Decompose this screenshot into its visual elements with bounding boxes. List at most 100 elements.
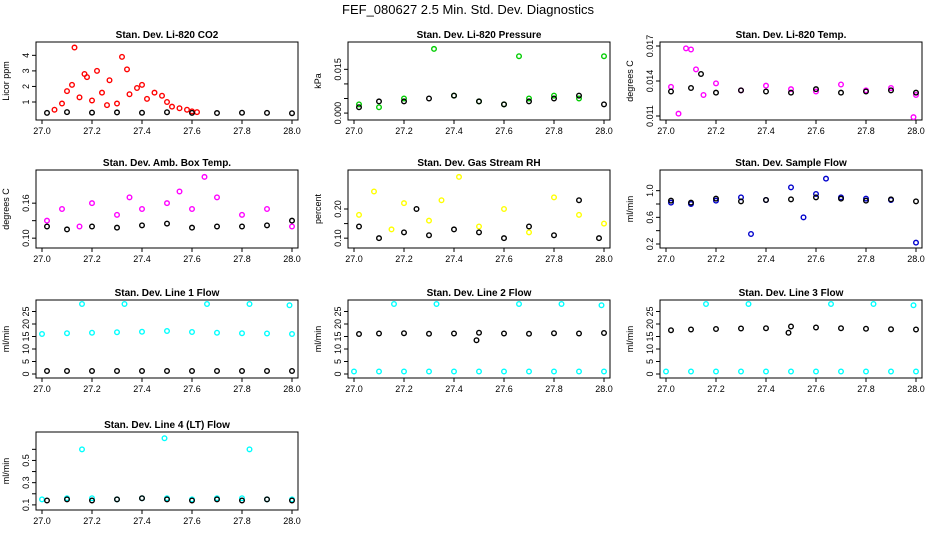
data-point bbox=[438, 197, 445, 204]
chart-title: Stan. Dev. Line 4 (LT) Flow bbox=[104, 420, 230, 431]
data-point bbox=[687, 85, 694, 92]
chart-svg: Stan. Dev. Amb. Box Temp. 27.0 27.2 27.4 27.… bbox=[1, 158, 301, 264]
data-point bbox=[39, 496, 46, 503]
data-point bbox=[375, 330, 382, 337]
data-point bbox=[683, 45, 690, 52]
data-point bbox=[475, 98, 482, 105]
data-point bbox=[450, 226, 457, 233]
data-point bbox=[238, 495, 245, 502]
data-point bbox=[400, 95, 407, 102]
data-point bbox=[264, 109, 271, 116]
data-point bbox=[163, 200, 170, 207]
data-point bbox=[238, 223, 245, 230]
y-tick-label: 1.0 bbox=[645, 184, 655, 197]
plot-frame bbox=[659, 41, 923, 121]
data-point bbox=[356, 104, 363, 111]
data-point bbox=[289, 367, 296, 374]
y-tick-label: 0.014 bbox=[645, 70, 655, 93]
data-point bbox=[213, 110, 220, 117]
y-tick-label: 25 bbox=[21, 306, 31, 316]
data-point bbox=[356, 101, 363, 108]
data-point bbox=[601, 53, 608, 60]
data-point bbox=[425, 368, 432, 375]
series-reference bbox=[668, 194, 920, 206]
data-point bbox=[163, 220, 170, 227]
data-point bbox=[668, 83, 675, 90]
x-tick-label: 27.6 bbox=[495, 254, 513, 264]
data-point bbox=[762, 368, 769, 375]
x-tick-label: 27.4 bbox=[757, 384, 775, 394]
data-point bbox=[913, 91, 920, 98]
data-point bbox=[78, 446, 85, 453]
data-point bbox=[375, 235, 382, 242]
data-point bbox=[98, 89, 105, 96]
series-primary bbox=[39, 435, 296, 503]
y-axis-label: ml/min bbox=[1, 458, 11, 485]
y-tick-label: 0.011 bbox=[645, 105, 655, 127]
data-point bbox=[63, 226, 70, 233]
y-tick-label: 5 bbox=[645, 359, 655, 364]
plot-frame bbox=[347, 299, 611, 379]
series-primary bbox=[351, 301, 608, 375]
y-axis-label: degrees C bbox=[1, 188, 11, 230]
data-point bbox=[550, 330, 557, 337]
y-tick-label: 0.10 bbox=[21, 229, 31, 247]
data-point bbox=[264, 367, 271, 374]
data-point bbox=[246, 446, 253, 453]
data-point bbox=[188, 206, 195, 213]
data-point bbox=[812, 86, 819, 93]
data-point bbox=[576, 330, 583, 337]
x-tick-label: 28.0 bbox=[907, 126, 925, 136]
y-tick-label: 4 bbox=[21, 53, 31, 58]
panel-licor-temp: Stan. Dev. Li-820 Temp. 27.0 27.2 27.4 27.6 2… bbox=[624, 26, 936, 136]
data-point bbox=[121, 301, 128, 308]
data-point bbox=[188, 497, 195, 504]
plot-frame bbox=[35, 41, 299, 121]
data-point bbox=[163, 367, 170, 374]
data-point bbox=[63, 330, 70, 337]
data-point bbox=[687, 46, 694, 53]
panel-rh: Stan. Dev. Gas Stream RH 27.0 27.2 27.4 27.6… bbox=[312, 154, 624, 264]
panel-sample-flow: Stan. Dev. Sample Flow 27.0 27.2 27.4 27.6 27… bbox=[624, 154, 936, 264]
data-point bbox=[238, 330, 245, 337]
chart-svg: Stan. Dev. Sample Flow 27.0 27.2 27.4 27.6 27… bbox=[625, 158, 925, 264]
chart-svg: Stan. Dev. Line 2 Flow 27.0 27.2 27.4 27.6 27… bbox=[313, 288, 613, 394]
data-point bbox=[158, 92, 165, 99]
data-point bbox=[238, 109, 245, 116]
data-point bbox=[44, 497, 51, 504]
data-point bbox=[913, 368, 920, 375]
series-reference bbox=[356, 92, 608, 111]
data-point bbox=[113, 367, 120, 374]
y-axis-label: ml/min bbox=[1, 326, 11, 353]
data-point bbox=[500, 101, 507, 108]
data-point bbox=[455, 173, 462, 180]
chart-title: Stan. Dev. Line 1 Flow bbox=[115, 288, 220, 299]
x-tick-label: 27.4 bbox=[757, 126, 775, 136]
x-tick-label: 27.0 bbox=[33, 384, 51, 394]
data-point bbox=[176, 188, 183, 195]
data-point bbox=[475, 229, 482, 236]
data-point bbox=[702, 301, 709, 308]
data-point bbox=[68, 81, 75, 88]
data-point bbox=[712, 197, 719, 204]
data-point bbox=[238, 497, 245, 504]
data-point bbox=[88, 97, 95, 104]
data-point bbox=[745, 301, 752, 308]
data-point bbox=[812, 191, 819, 198]
y-tick-label: 2 bbox=[21, 84, 31, 89]
series-reference bbox=[44, 367, 296, 374]
data-point bbox=[356, 223, 363, 230]
x-tick-label: 28.0 bbox=[907, 384, 925, 394]
data-point bbox=[106, 77, 113, 84]
data-point bbox=[113, 329, 120, 336]
y-tick-label: 0.2 bbox=[645, 238, 655, 251]
data-point bbox=[113, 211, 120, 218]
data-point bbox=[525, 330, 532, 337]
data-point bbox=[213, 496, 220, 503]
data-point bbox=[475, 329, 482, 336]
data-point bbox=[289, 331, 296, 338]
data-point bbox=[888, 87, 895, 94]
data-point bbox=[913, 198, 920, 205]
data-point bbox=[388, 226, 395, 233]
x-tick-label: 27.8 bbox=[233, 384, 251, 394]
